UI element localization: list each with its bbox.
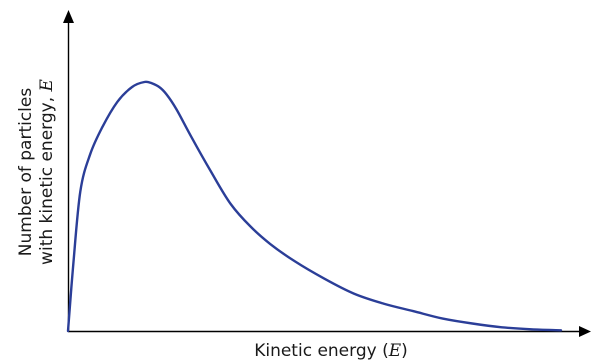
y-axis-arrowhead — [63, 10, 74, 23]
x-axis — [68, 326, 591, 337]
x-axis-label: Kinetic energy (E) — [254, 341, 408, 361]
x-axis-arrowhead — [579, 326, 591, 337]
y-axis-label-line2: with kinetic energy, E — [37, 78, 57, 264]
y-axis-label-variable: E — [37, 78, 57, 92]
x-axis-label-variable: E — [388, 341, 402, 361]
y-axis — [63, 10, 74, 332]
y-axis-label-line1: Number of particles — [16, 88, 36, 257]
distribution-curve — [66, 80, 563, 333]
